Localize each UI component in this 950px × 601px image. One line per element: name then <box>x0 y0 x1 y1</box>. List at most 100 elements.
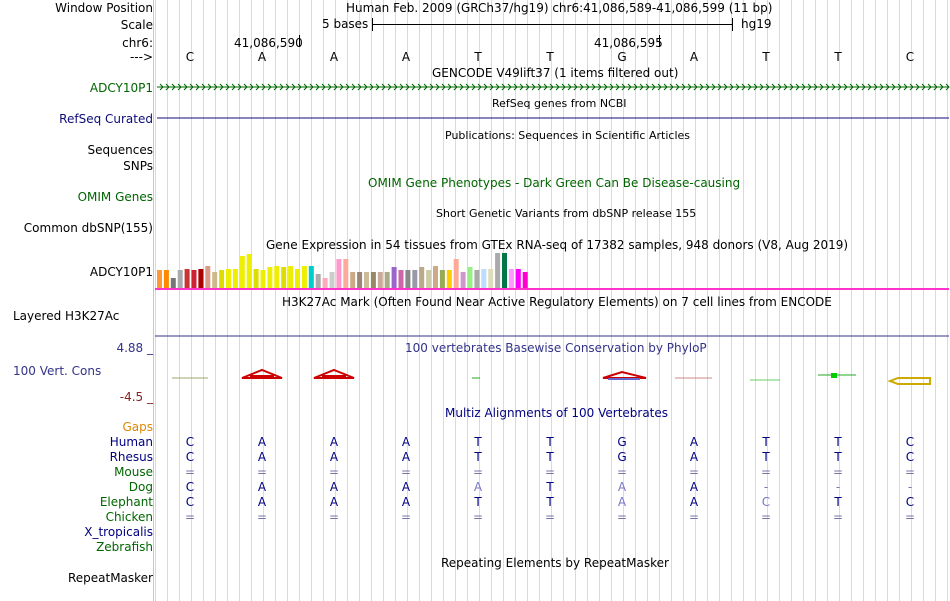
gtex-tissue-bar[interactable] <box>391 267 397 288</box>
gtex-tissue-bar[interactable] <box>350 272 356 288</box>
gtex-tissue-bar[interactable] <box>495 253 501 288</box>
gtex-track-label[interactable]: ADCY10P1 <box>89 265 153 279</box>
gtex-tissue-bar[interactable] <box>419 267 425 288</box>
repeatmasker-track-label[interactable]: RepeatMasker <box>67 571 153 585</box>
gtex-tissue-bar[interactable] <box>308 266 314 288</box>
gtex-tissue-bar[interactable] <box>412 270 418 288</box>
gtex-tissue-bar[interactable] <box>474 270 480 288</box>
gtex-tissue-bar[interactable] <box>329 272 335 288</box>
gridline <box>935 0 936 601</box>
dbsnp-track-title[interactable]: Short Genetic Variants from dbSNP releas… <box>436 207 697 220</box>
gtex-tissue-bar[interactable] <box>301 266 307 288</box>
dbsnp-track-label[interactable]: Common dbSNP(155) <box>23 221 153 235</box>
gtex-tissue-bar[interactable] <box>253 269 259 288</box>
h3k27ac-track-label[interactable]: Layered H3K27Ac <box>13 309 120 323</box>
gtex-tissue-bar[interactable] <box>488 269 494 288</box>
gtex-tissue-bar[interactable] <box>364 272 369 288</box>
refseq-track-label[interactable]: RefSeq Curated <box>59 112 153 126</box>
gtex-tissue-bar[interactable] <box>232 269 238 288</box>
phylop-conservation-plot[interactable] <box>172 368 931 385</box>
conservation-track-title[interactable]: 100 vertebrates Basewise Conservation by… <box>405 341 707 355</box>
gtex-tissue-bar[interactable] <box>212 272 218 288</box>
gtex-tissue-bar[interactable] <box>426 270 432 288</box>
multiz-species-label[interactable]: Zebrafish <box>96 540 153 554</box>
gtex-tissue-bar[interactable] <box>446 270 452 288</box>
multiz-aligned-base: T <box>762 450 770 464</box>
gtex-tissue-bar[interactable] <box>515 269 521 288</box>
gtex-bars[interactable] <box>157 253 528 288</box>
gtex-tissue-bar[interactable] <box>184 269 190 288</box>
gtex-tissue-bar[interactable] <box>398 270 404 288</box>
gtex-tissue-bar[interactable] <box>267 267 273 288</box>
gtex-tissue-bar[interactable] <box>281 267 287 288</box>
gtex-tissue-bar[interactable] <box>295 269 300 288</box>
multiz-species-label[interactable]: Rhesus <box>109 450 153 464</box>
gtex-tissue-bar[interactable] <box>198 269 204 288</box>
gtex-tissue-bar[interactable] <box>260 270 266 288</box>
gencode-item-label[interactable]: ADCY10P1 <box>89 81 153 95</box>
gtex-tissue-bar[interactable] <box>343 259 349 288</box>
gtex-tissue-bar[interactable] <box>502 253 507 288</box>
multiz-track-title[interactable]: Multiz Alignments of 100 Vertebrates <box>445 406 669 420</box>
sequences-label[interactable]: Sequences <box>87 143 153 157</box>
gtex-tissue-bar[interactable] <box>219 270 225 288</box>
multiz-species-label[interactable]: Chicken <box>105 510 153 524</box>
omim-track-label[interactable]: OMIM Genes <box>77 190 153 204</box>
gtex-tissue-bar[interactable] <box>336 259 342 288</box>
gtex-tissue-bar[interactable] <box>405 270 411 288</box>
gridline <box>623 0 624 601</box>
repeatmasker-track-title[interactable]: Repeating Elements by RepeatMasker <box>441 556 669 570</box>
gtex-tissue-bar[interactable] <box>315 274 321 288</box>
gtex-tissue-bar[interactable] <box>239 256 245 288</box>
gtex-tissue-bar[interactable] <box>370 272 376 288</box>
gtex-tissue-bar[interactable] <box>191 270 197 288</box>
multiz-aligned-base: C <box>185 480 195 494</box>
multiz-aligned-base: A <box>401 480 411 494</box>
multiz-species-label[interactable]: Mouse <box>114 465 153 479</box>
scale-bar-left-tick <box>372 18 373 31</box>
gtex-tissue-bar[interactable] <box>177 270 183 288</box>
coord-left-tick <box>299 35 300 47</box>
multiz-species-label[interactable]: X_tropicalis <box>84 525 153 539</box>
multiz-species-label[interactable]: Elephant <box>99 495 153 509</box>
snps-label[interactable]: SNPs <box>123 159 153 173</box>
gtex-tissue-bar[interactable] <box>274 266 280 288</box>
gtex-tissue-bar[interactable] <box>288 266 294 288</box>
gaps-label[interactable]: Gaps <box>122 420 153 434</box>
refseq-track-title[interactable]: RefSeq genes from NCBI <box>492 97 627 110</box>
gencode-track-title[interactable]: GENCODE V49lift37 (1 items filtered out) <box>432 66 679 80</box>
publications-track-title[interactable]: Publications: Sequences in Scientific Ar… <box>445 129 690 142</box>
gridline <box>227 0 228 601</box>
gtex-tissue-bar[interactable] <box>508 269 514 288</box>
gtex-tissue-bar[interactable] <box>467 267 473 288</box>
multiz-species-label[interactable]: Dog <box>128 480 153 494</box>
gtex-tissue-bar[interactable] <box>357 272 363 288</box>
h3k27ac-track-title[interactable]: H3K27Ac Mark (Often Found Near Active Re… <box>282 295 832 309</box>
omim-track-title[interactable]: OMIM Gene Phenotypes - Dark Green Can Be… <box>368 176 741 190</box>
ruler-base: T <box>834 50 842 64</box>
gridline <box>299 0 300 601</box>
gtex-track-title[interactable]: Gene Expression in 54 tissues from GTEx … <box>266 238 849 252</box>
gtex-tissue-bar[interactable] <box>453 259 459 288</box>
gtex-tissue-bar[interactable] <box>439 270 445 288</box>
gtex-tissue-bar[interactable] <box>460 272 466 288</box>
multiz-aligned-base: C <box>185 495 195 509</box>
window-position-value[interactable]: Human Feb. 2009 (GRCh37/hg19) chr6:41,08… <box>346 1 773 15</box>
gtex-tissue-bar[interactable] <box>246 254 252 288</box>
gtex-tissue-bar[interactable] <box>384 272 390 288</box>
multiz-species-label[interactable]: Human <box>109 435 153 449</box>
gtex-tissue-bar[interactable] <box>481 269 487 288</box>
multiz-aligned-base: = <box>184 465 196 479</box>
gtex-tissue-bar[interactable] <box>163 270 169 288</box>
gtex-tissue-bar[interactable] <box>433 266 438 288</box>
gtex-tissue-bar[interactable] <box>226 269 231 288</box>
gtex-tissue-bar[interactable] <box>205 266 211 288</box>
conservation-track-label[interactable]: 100 Vert. Cons <box>13 364 102 378</box>
gtex-tissue-bar[interactable] <box>377 272 383 288</box>
gencode-gene-feature[interactable] <box>157 83 950 91</box>
gtex-tissue-bar[interactable] <box>522 272 528 288</box>
gtex-tissue-bar[interactable] <box>157 270 162 288</box>
gtex-tissue-bar[interactable] <box>322 278 328 288</box>
gtex-tissue-bar[interactable] <box>170 278 176 288</box>
